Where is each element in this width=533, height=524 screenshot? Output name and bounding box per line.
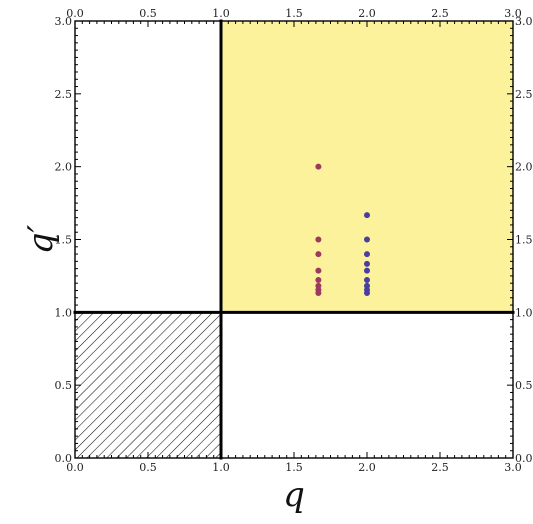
series-1-point-8 [364, 289, 370, 296]
plot-frame [74, 20, 514, 459]
x-tick-label-top: 2.0 [358, 7, 376, 20]
x-tick-label-bottom: 1.0 [212, 461, 230, 474]
y-tick-label-right: 0.5 [515, 379, 533, 392]
series-1-point-0 [364, 212, 370, 219]
series-0-point-2 [315, 251, 322, 258]
series-1-point-3 [364, 260, 370, 267]
hatched-region [75, 312, 221, 458]
y-tick-label-right: 1.5 [515, 234, 533, 247]
series-1-point-4 [364, 267, 370, 274]
x-tick-label-top: 2.5 [431, 7, 449, 20]
y-tick-label-left: 2.0 [55, 161, 73, 174]
y-tick-label-left: 0.0 [55, 452, 73, 465]
y-tick-label-left: 3.0 [55, 15, 73, 28]
series-1-point-2 [364, 251, 370, 258]
x-tick-label-top: 0.5 [139, 7, 157, 20]
x-axis-label: q [283, 475, 305, 515]
x-tick-label-bottom: 2.0 [358, 461, 376, 474]
series-0-point-7 [315, 289, 322, 296]
series-0-point-0 [315, 163, 322, 170]
x-tick-label-top: 1.0 [212, 7, 230, 20]
x-tick-label-top: 3.0 [504, 7, 522, 20]
series-1-point-1 [364, 236, 370, 243]
y-tick-label-right: 0.0 [515, 452, 533, 465]
x-tick-label-bottom: 0.0 [66, 461, 84, 474]
x-tick-label-top: 1.5 [285, 7, 303, 20]
series-0-point-4 [315, 276, 322, 283]
y-tick-label-right: 1.0 [515, 306, 533, 319]
y-tick-label-left: 1.0 [55, 306, 73, 319]
series-0-point-3 [315, 267, 322, 274]
y-tick-label-right: 2.0 [515, 161, 533, 174]
x-tick-label-bottom: 2.5 [431, 461, 449, 474]
y-tick-label-left: 1.5 [55, 234, 73, 247]
y-tick-label-right: 3.0 [515, 15, 533, 28]
y-axis-label: q′ [21, 224, 61, 254]
x-tick-label-bottom: 1.5 [285, 461, 303, 474]
x-tick-label-bottom: 0.5 [139, 461, 157, 474]
y-tick-label-left: 0.5 [55, 379, 73, 392]
series-1-point-5 [364, 276, 370, 283]
series-0-point-1 [315, 236, 322, 243]
x-tick-label-bottom: 3.0 [504, 461, 522, 474]
x-tick-label-top: 0.0 [66, 7, 84, 20]
y-tick-label-left: 2.5 [55, 88, 73, 101]
y-tick-label-right: 2.5 [515, 88, 533, 101]
